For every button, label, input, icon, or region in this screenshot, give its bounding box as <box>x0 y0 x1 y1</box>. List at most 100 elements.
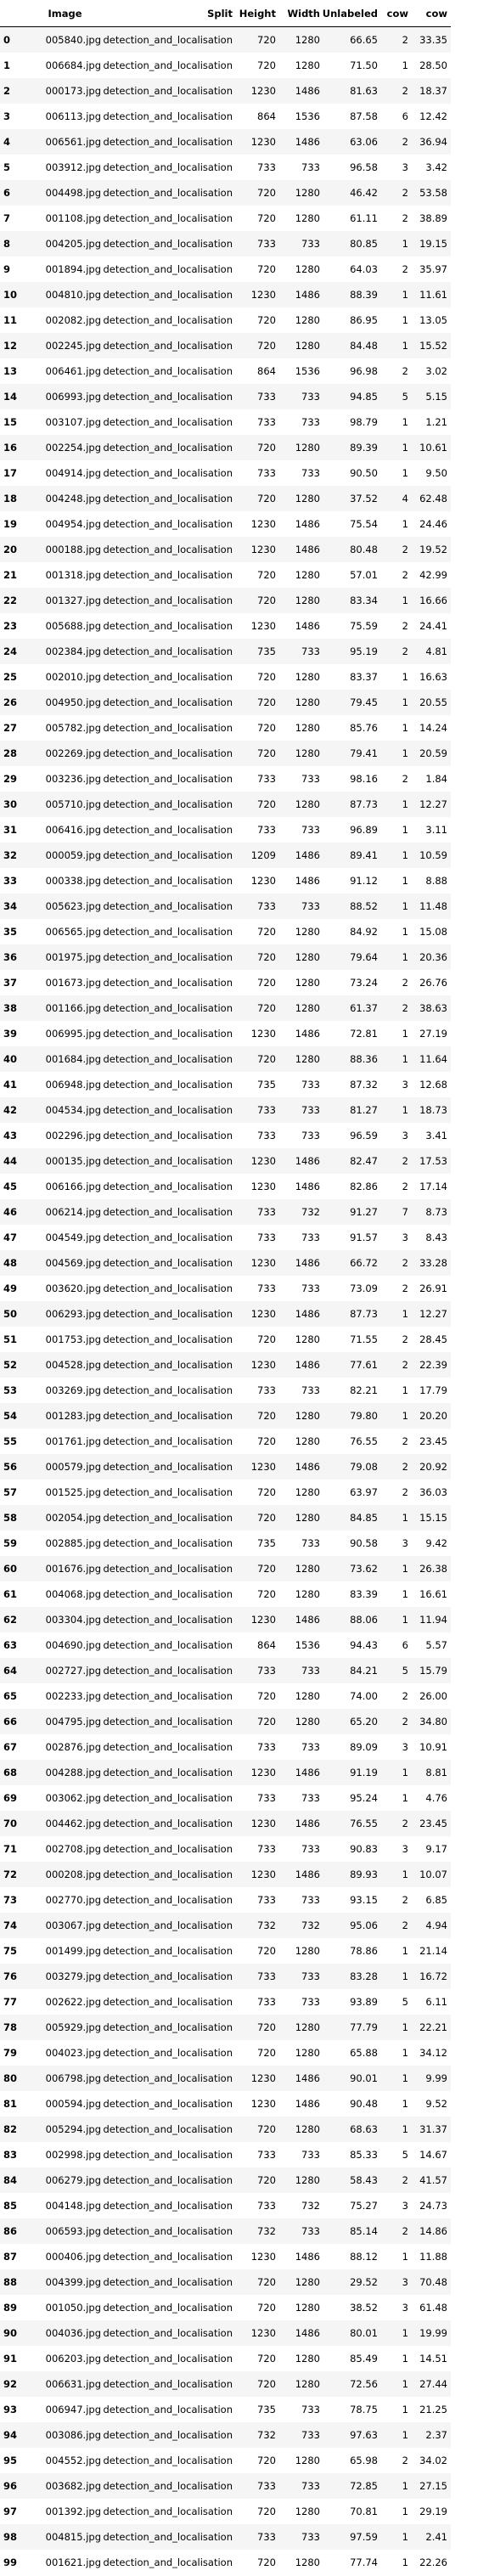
table-row: 29 003236.jpg detection_and_localisation 73… <box>0 766 451 792</box>
cell-cow-count: 2 <box>402 2174 408 2186</box>
row-index: 17 <box>3 467 18 479</box>
table-row: 15 003107.jpg detection_and_localisation 73… <box>0 409 451 435</box>
cell-cow-count: 5 <box>402 391 408 403</box>
cell-split: detection_and_localisation <box>103 2251 233 2263</box>
cell-cow-count: 1 <box>402 951 408 963</box>
cell-cow-count: 2 <box>402 1435 408 1447</box>
cell-cow-percent: 9.42 <box>425 1537 447 1549</box>
cell-width: 733 <box>301 2429 320 2441</box>
cell-image: 004690.jpg <box>45 1639 101 1651</box>
cell-cow-percent: 27.44 <box>419 2378 447 2390</box>
cell-height: 720 <box>257 1716 276 1728</box>
cell-height: 732 <box>257 2225 276 2237</box>
cell-split: detection_and_localisation <box>103 1894 233 1906</box>
cell-width: 1280 <box>295 722 320 734</box>
cell-unlabeled: 93.89 <box>350 1996 378 2008</box>
cell-height: 733 <box>257 1104 276 1116</box>
row-index: 78 <box>3 2021 18 2033</box>
row-index: 84 <box>3 2174 18 2186</box>
cell-split: detection_and_localisation <box>103 1843 233 1855</box>
cell-cow-percent: 26.91 <box>419 1282 447 1294</box>
row-index: 25 <box>3 671 18 683</box>
cell-cow-count: 1 <box>402 2072 408 2084</box>
cell-split: detection_and_localisation <box>103 2556 233 2568</box>
cell-width: 1280 <box>295 263 320 275</box>
row-index: 8 <box>3 238 11 250</box>
table-row: 97 001392.jpg detection_and_localisation 72… <box>0 2499 451 2524</box>
cell-unlabeled: 95.06 <box>350 1919 378 1931</box>
cell-cow-percent: 19.99 <box>419 2327 447 2339</box>
cell-split: detection_and_localisation <box>103 467 233 479</box>
cell-image: 004205.jpg <box>45 238 101 250</box>
cell-height: 720 <box>257 1333 276 1345</box>
table-row: 79 004023.jpg detection_and_localisation 72… <box>0 2040 451 2066</box>
cell-height: 720 <box>257 671 276 683</box>
table-row: 73 002770.jpg detection_and_localisation 73… <box>0 1887 451 1913</box>
cell-split: detection_and_localisation <box>103 544 233 555</box>
cell-image: 004528.jpg <box>45 1359 101 1371</box>
cell-height: 720 <box>257 340 276 352</box>
cell-cow-count: 7 <box>402 1206 408 1218</box>
row-index: 93 <box>3 2404 18 2415</box>
cell-cow-count: 1 <box>402 595 408 606</box>
cell-image: 003279.jpg <box>45 1970 101 1982</box>
cell-cow-percent: 18.73 <box>419 1104 447 1116</box>
cell-unlabeled: 98.16 <box>350 773 378 785</box>
cell-height: 720 <box>257 569 276 581</box>
cell-height: 1230 <box>250 1028 276 1040</box>
cell-image: 005782.jpg <box>45 722 101 734</box>
table-row: 14 006993.jpg detection_and_localisation 73… <box>0 384 451 409</box>
cell-width: 1280 <box>295 1945 320 1957</box>
cell-image: 004795.jpg <box>45 1716 101 1728</box>
cell-cow-percent: 3.02 <box>425 365 447 377</box>
cell-image: 000188.jpg <box>45 544 101 555</box>
row-index: 50 <box>3 1308 18 1320</box>
table-row: 78 005929.jpg detection_and_localisation 72… <box>0 2015 451 2040</box>
cell-width: 733 <box>301 1970 320 1982</box>
cell-split: detection_and_localisation <box>103 212 233 224</box>
cell-unlabeled: 79.64 <box>350 951 378 963</box>
cell-height: 1230 <box>250 2098 276 2110</box>
cell-unlabeled: 88.06 <box>350 1614 378 1626</box>
cell-unlabeled: 73.62 <box>350 1563 378 1575</box>
cell-split: detection_and_localisation <box>103 2098 233 2110</box>
table-row: 93 006947.jpg detection_and_localisation 73… <box>0 2397 451 2422</box>
cell-image: 003062.jpg <box>45 1792 101 1804</box>
cell-cow-percent: 10.91 <box>419 1741 447 1753</box>
table-row: 22 001327.jpg detection_and_localisation 72… <box>0 588 451 613</box>
cell-split: detection_and_localisation <box>103 1410 233 1422</box>
cell-height: 720 <box>257 2276 276 2288</box>
cell-unlabeled: 87.73 <box>350 798 378 810</box>
row-index: 7 <box>3 212 11 224</box>
row-index: 54 <box>3 1410 18 1422</box>
cell-unlabeled: 57.01 <box>350 569 378 581</box>
cell-unlabeled: 83.37 <box>350 671 378 683</box>
cell-cow-count: 1 <box>402 416 408 428</box>
cell-cow-percent: 9.52 <box>425 2098 447 2110</box>
cell-cow-count: 1 <box>402 2531 408 2543</box>
cell-unlabeled: 75.27 <box>350 2200 378 2212</box>
cell-image: 000208.jpg <box>45 1869 101 1880</box>
cell-split: detection_and_localisation <box>103 391 233 403</box>
cell-unlabeled: 63.06 <box>350 136 378 148</box>
table-body: 0 005840.jpg detection_and_localisation 720… <box>0 26 451 2575</box>
cell-image: 003107.jpg <box>45 416 101 428</box>
cell-height: 864 <box>257 110 276 122</box>
cell-width: 733 <box>301 1792 320 1804</box>
row-index: 6 <box>3 187 11 199</box>
cell-split: detection_and_localisation <box>103 2480 233 2492</box>
cell-cow-count: 1 <box>402 59 408 71</box>
cell-unlabeled: 89.41 <box>350 849 378 861</box>
cell-cow-count: 2 <box>402 1155 408 1167</box>
table-row: 13 006461.jpg detection_and_localisation 86… <box>0 358 451 384</box>
table-row: 24 002384.jpg detection_and_localisation 73… <box>0 639 451 664</box>
cell-cow-percent: 14.24 <box>419 722 447 734</box>
cell-cow-count: 1 <box>402 1588 408 1600</box>
cell-height: 733 <box>257 1232 276 1243</box>
cell-cow-count: 1 <box>402 2404 408 2415</box>
row-index: 18 <box>3 493 18 504</box>
row-index: 56 <box>3 1461 18 1473</box>
cell-height: 1230 <box>250 1767 276 1778</box>
cell-split: detection_and_localisation <box>103 2225 233 2237</box>
